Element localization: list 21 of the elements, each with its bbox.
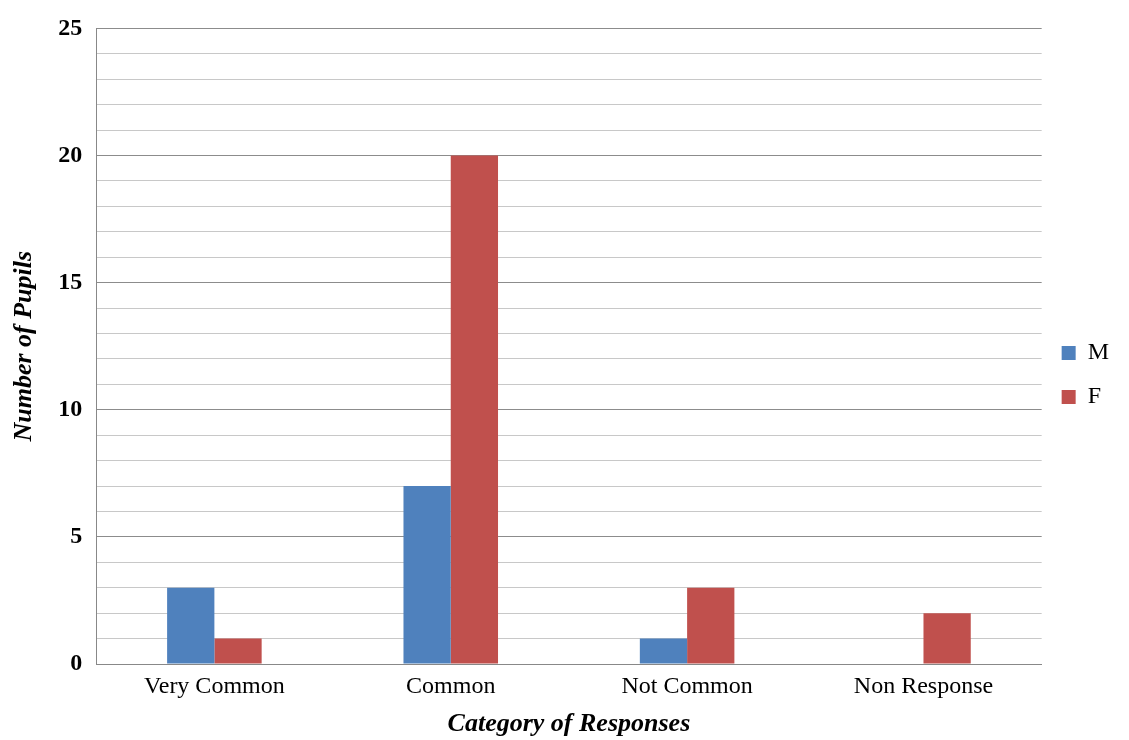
bar <box>923 613 971 664</box>
bar <box>450 155 499 664</box>
y-tick-label: 10 <box>58 394 83 421</box>
y-tick-label: 25 <box>58 13 83 40</box>
x-tick-label: Very Common <box>144 671 285 698</box>
bar <box>687 587 735 664</box>
y-axis-title: Number of Pupils <box>8 250 38 443</box>
y-tick-label: 15 <box>58 267 83 294</box>
bar <box>167 587 215 664</box>
y-tick-label: 5 <box>70 522 83 549</box>
y-tick-label: 0 <box>70 649 83 676</box>
x-tick-label: Common <box>406 671 496 698</box>
bar <box>403 486 451 664</box>
legend-label: M <box>1087 338 1109 365</box>
y-tick-label: 20 <box>58 140 83 167</box>
bar <box>214 638 262 664</box>
x-tick-label: Not Common <box>621 671 753 698</box>
x-tick-label: Non Response <box>853 671 994 698</box>
x-axis-title: Category of Responses <box>447 708 691 738</box>
legend-label: F <box>1087 382 1102 409</box>
bar <box>639 638 688 664</box>
